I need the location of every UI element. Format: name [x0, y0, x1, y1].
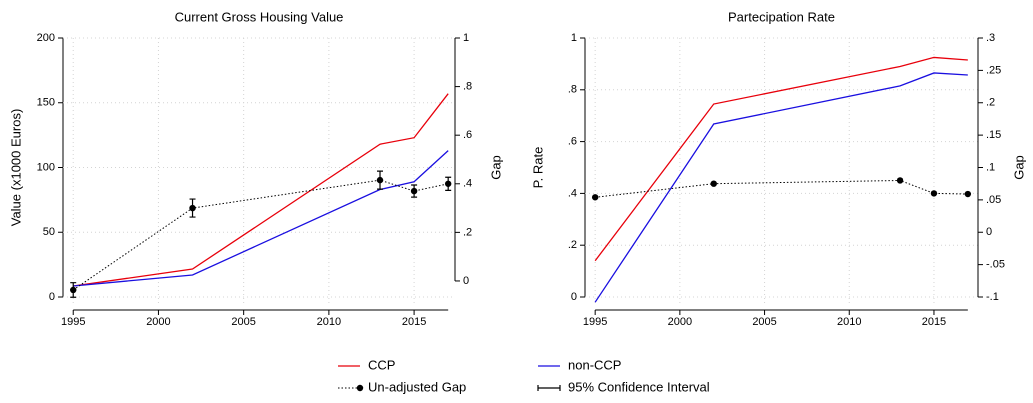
- x-tick-label: 2015: [922, 316, 946, 328]
- chart-title: Partecipation Rate: [728, 9, 835, 24]
- x-tick-label: 2000: [668, 316, 692, 328]
- series-line: [594, 56, 968, 262]
- y-tick-label: .4: [568, 187, 577, 199]
- y-tick-label: 150: [37, 97, 55, 109]
- x-tick-label: 2005: [752, 316, 776, 328]
- gap-point: [710, 180, 717, 187]
- chart-title: Current Gross Housing Value: [175, 9, 344, 24]
- gap-point: [70, 286, 77, 294]
- y-axis-label: P. Rate: [530, 147, 545, 189]
- x-tick-label: 2010: [837, 316, 861, 328]
- series-line: [72, 179, 449, 291]
- gap-point: [591, 194, 599, 201]
- y-tick-label: 1: [571, 32, 577, 44]
- y-tick-label: .2: [568, 239, 577, 251]
- x-tick-label: 2015: [402, 316, 426, 328]
- x-tick-label: 2005: [231, 316, 255, 328]
- series-line: [595, 179, 968, 198]
- x-tick-label: 2010: [317, 316, 341, 328]
- legend-label: Un-adjusted Gap: [368, 379, 466, 394]
- gap-point: [896, 177, 904, 184]
- y-tick-label: 100: [37, 161, 55, 173]
- legend-swatch: [537, 385, 561, 391]
- legend-marker: [356, 384, 364, 392]
- y2-tick-label: .4: [463, 178, 472, 190]
- gap-point: [964, 190, 972, 198]
- legend-label: non-CCP: [568, 357, 621, 372]
- y2-tick-label: 1: [463, 32, 469, 44]
- legend-label: CCP: [368, 357, 395, 372]
- x-tick-label: 2000: [146, 316, 170, 328]
- y2-tick-label: -.1: [986, 291, 999, 303]
- y2-axis-label: Gap: [488, 155, 503, 180]
- gap-point: [189, 204, 196, 212]
- y2-tick-label: 0: [463, 275, 469, 287]
- y2-tick-label: .8: [463, 80, 472, 92]
- gap-point: [444, 180, 452, 187]
- x-tick-label: 1995: [61, 316, 85, 328]
- y2-tick-label: .2: [986, 97, 995, 109]
- y2-tick-label: .6: [463, 129, 472, 141]
- x-tick-label: 1995: [583, 316, 607, 328]
- gap-point: [376, 176, 384, 184]
- y2-tick-label: .1: [986, 161, 995, 173]
- gap-point: [410, 187, 418, 195]
- y2-axis-label: Gap: [1011, 155, 1026, 180]
- series-line: [594, 72, 968, 303]
- series-line: [73, 150, 449, 287]
- y2-tick-label: .25: [986, 64, 1001, 76]
- y-tick-label: 50: [43, 226, 55, 238]
- y-tick-label: 200: [37, 32, 55, 44]
- y-tick-label: .8: [568, 84, 577, 96]
- y2-tick-label: 0: [986, 226, 992, 238]
- y2-tick-label: -.05: [986, 259, 1005, 271]
- series-line: [73, 93, 449, 287]
- y2-tick-label: .15: [986, 129, 1001, 141]
- y-tick-label: .6: [568, 136, 577, 148]
- y-tick-label: 0: [49, 291, 55, 303]
- y-axis-label: Value (x1000 Euros): [8, 109, 23, 227]
- y2-tick-label: .2: [463, 226, 472, 238]
- y2-tick-label: .05: [986, 194, 1001, 206]
- gap-point: [930, 190, 938, 197]
- y-tick-label: 0: [571, 291, 577, 303]
- legend-label: 95% Confidence Interval: [568, 379, 710, 394]
- y2-tick-label: .3: [986, 32, 995, 44]
